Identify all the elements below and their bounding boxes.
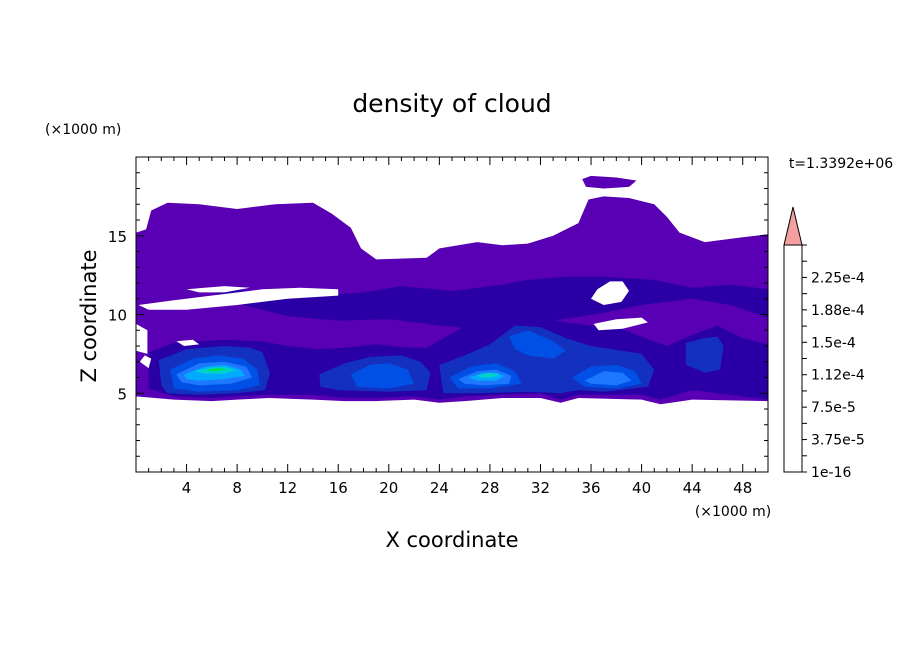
x-axis-ticks: 4 8 12 16 20 24 28 32 36 40 44 48 — [148, 157, 756, 497]
x-tick-label: 44 — [683, 479, 702, 497]
density-region-7 — [685, 336, 724, 373]
x-tick-label: 36 — [581, 479, 600, 497]
clear-gap-3 — [593, 317, 648, 331]
colorbar-label: 1.88e-4 — [811, 303, 865, 319]
x-tick-label: 28 — [480, 479, 499, 497]
y-tick-label: 10 — [108, 307, 127, 325]
x-tick-label: 32 — [531, 479, 550, 497]
colorbar-label: 1.12e-4 — [811, 368, 865, 384]
density-region-19 — [477, 372, 500, 378]
density-field — [136, 175, 768, 405]
colorbar-label: 7.5e-5 — [811, 400, 856, 416]
time-label: t=1.3392e+06 — [789, 156, 893, 172]
y-axis-label: Z coordinate — [77, 249, 101, 382]
clear-gap-5 — [176, 339, 200, 346]
y-tick-label: 5 — [117, 385, 127, 403]
colorbar-label: 1.5e-4 — [811, 335, 856, 351]
clear-gap-4 — [139, 355, 152, 369]
x-tick-label: 4 — [182, 479, 192, 497]
colorbar: 1e-16 3.75e-5 7.5e-5 1.12e-4 1.5e-4 1.88e-4 2.… — [783, 206, 865, 481]
density-region-9 — [350, 363, 415, 389]
chart-title: density of cloud — [352, 89, 551, 118]
colorbar-label: 3.75e-5 — [811, 433, 865, 449]
y-tick-label: 15 — [108, 228, 127, 246]
colorbar-label: 1e-16 — [811, 465, 851, 481]
x-tick-label: 24 — [430, 479, 449, 497]
x-tick-label: 20 — [379, 479, 398, 497]
colorbar-extend-arrow — [783, 206, 803, 246]
clear-gap-0 — [138, 287, 339, 310]
clear-gap-2 — [591, 281, 629, 305]
y-axis-ticks: 5 10 15 — [108, 172, 768, 457]
x-tick-label: 8 — [232, 479, 242, 497]
density-region-1 — [582, 175, 637, 189]
density-region-15 — [584, 371, 632, 386]
y-axis-unit: (×1000 m) — [45, 122, 121, 138]
x-tick-label: 16 — [329, 479, 348, 497]
colorbar-label: 2.25e-4 — [811, 270, 865, 286]
clear-gap-1 — [186, 286, 250, 293]
x-tick-label: 48 — [733, 479, 752, 497]
density-region-11 — [508, 330, 566, 359]
x-tick-label: 40 — [632, 479, 651, 497]
x-tick-label: 12 — [278, 479, 297, 497]
density-region-20 — [206, 368, 227, 371]
x-axis-unit: (×1000 m) — [695, 504, 771, 520]
colorbar-frame — [783, 244, 803, 473]
x-axis-label: X coordinate — [385, 528, 518, 552]
